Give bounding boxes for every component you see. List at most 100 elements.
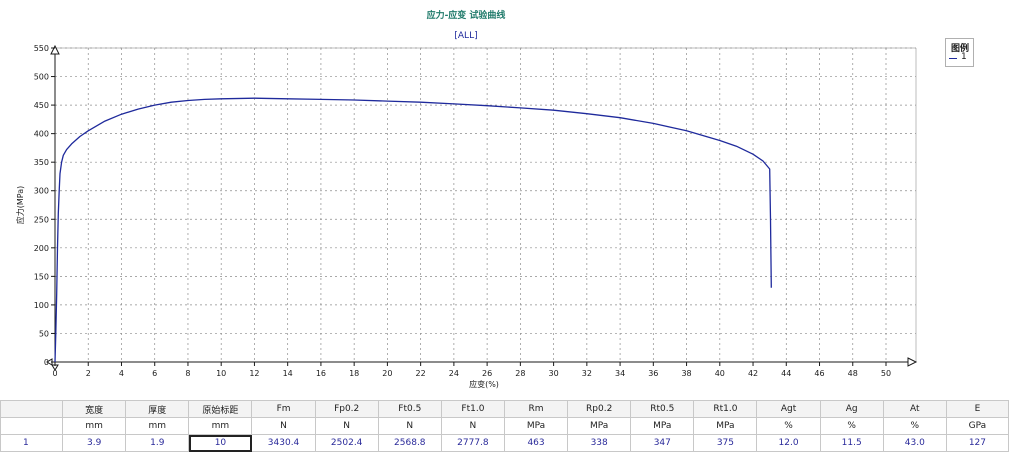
y-tick-label: 350 bbox=[34, 158, 49, 167]
x-tick-label: 50 bbox=[881, 369, 891, 378]
unit-cell: N bbox=[440, 417, 505, 435]
table-header-row: 宽度 厚度 原始标距 Fm Fp0.2 Ft0.5 Ft1.0 Rm Rp0.2 Rt0.5 Rt1… bbox=[0, 400, 1009, 418]
value-cell[interactable]: 11.5 bbox=[819, 434, 884, 452]
x-tick-label: 44 bbox=[781, 369, 791, 378]
x-tick-label: 40 bbox=[715, 369, 725, 378]
legend-title: 图例 bbox=[951, 44, 970, 54]
y-tick-label: 50 bbox=[39, 329, 49, 338]
value-cell[interactable]: 347 bbox=[630, 434, 695, 452]
value-cell[interactable]: 375 bbox=[693, 434, 758, 452]
unit-cell: mm bbox=[125, 417, 190, 435]
column-header[interactable]: 厚度 bbox=[125, 400, 190, 418]
x-tick-label: 32 bbox=[582, 369, 592, 378]
value-cell[interactable]: 1.9 bbox=[125, 434, 190, 452]
value-cell[interactable]: 3.9 bbox=[62, 434, 127, 452]
unit-cell bbox=[0, 417, 64, 435]
unit-cell: N bbox=[251, 417, 316, 435]
y-tick-label: 0 bbox=[44, 358, 49, 367]
value-cell[interactable]: 12.0 bbox=[756, 434, 821, 452]
series-line-1 bbox=[54, 97, 772, 363]
value-cell[interactable]: 3430.4 bbox=[251, 434, 316, 452]
chart-subtitle: [ALL] bbox=[454, 31, 477, 41]
unit-cell: MPa bbox=[630, 417, 695, 435]
results-table: 宽度 厚度 原始标距 Fm Fp0.2 Ft0.5 Ft1.0 Rm Rp0.2 Rt0.5 Rt1… bbox=[0, 400, 1009, 452]
table-row[interactable]: 1 3.9 1.9 10 3430.4 2502.4 2568.8 2777.8 463 338 3… bbox=[0, 434, 1009, 452]
chart-legend: 图例 1 bbox=[945, 38, 974, 67]
column-header[interactable]: Ag bbox=[819, 400, 884, 418]
column-header[interactable]: 宽度 bbox=[62, 400, 127, 418]
x-tick-label: 14 bbox=[283, 369, 293, 378]
y-tick-label: 100 bbox=[34, 301, 49, 310]
x-tick-label: 18 bbox=[349, 369, 359, 378]
x-tick-label: 38 bbox=[681, 369, 691, 378]
y-tick-label: 250 bbox=[34, 215, 49, 224]
table-units-row: mm mm mm N N N N MPa MPa MPa MPa%%% GPa bbox=[0, 417, 1009, 435]
x-tick-label: 24 bbox=[449, 369, 459, 378]
y-tick-label: 450 bbox=[34, 101, 49, 110]
x-axis-label: 应变(%) bbox=[469, 379, 499, 389]
value-cell[interactable]: 43.0 bbox=[882, 434, 947, 452]
y-tick-label: 200 bbox=[34, 244, 49, 253]
column-header[interactable]: Rm bbox=[503, 400, 569, 418]
x-tick-label: 28 bbox=[515, 369, 525, 378]
value-cell[interactable]: 10 bbox=[188, 434, 253, 452]
unit-cell: % bbox=[882, 417, 947, 435]
y-tick-label: 550 bbox=[34, 44, 49, 53]
y-axis-label: 应力(MPa) bbox=[15, 186, 25, 225]
x-axis-arrow bbox=[907, 357, 918, 367]
column-header[interactable]: E bbox=[945, 400, 1009, 418]
unit-cell: MPa bbox=[693, 417, 758, 435]
unit-cell: % bbox=[819, 417, 884, 435]
y-tick-label: 150 bbox=[34, 272, 49, 281]
x-tick-label: 36 bbox=[648, 369, 658, 378]
unit-cell: N bbox=[377, 417, 442, 435]
x-tick-label: 8 bbox=[185, 369, 190, 378]
row-number-cell[interactable]: 1 bbox=[0, 434, 64, 452]
x-tick-label: 12 bbox=[249, 369, 259, 378]
column-header[interactable]: Ft0.5 bbox=[377, 400, 442, 418]
x-tick-label: 34 bbox=[615, 369, 625, 378]
column-header[interactable]: Rp0.2 bbox=[567, 400, 632, 418]
value-cell[interactable]: 2502.4 bbox=[314, 434, 379, 452]
column-header[interactable]: Agt bbox=[756, 400, 821, 418]
value-cell[interactable]: 463 bbox=[503, 434, 569, 452]
x-tick-label: 42 bbox=[748, 369, 758, 378]
y-tick-label: 500 bbox=[34, 73, 49, 82]
unit-cell: mm bbox=[62, 417, 127, 435]
legend-swatch-series-1 bbox=[949, 58, 957, 59]
value-cell[interactable]: 2777.8 bbox=[440, 434, 505, 452]
unit-cell: MPa bbox=[503, 417, 569, 435]
results-table-panel: 宽度 厚度 原始标距 Fm Fp0.2 Ft0.5 Ft1.0 Rm Rp0.2 Rt0.5 Rt1… bbox=[0, 400, 1009, 460]
column-header[interactable]: Fm bbox=[251, 400, 316, 418]
column-header[interactable]: Fp0.2 bbox=[314, 400, 379, 418]
column-header[interactable]: Rt1.0 bbox=[693, 400, 758, 418]
unit-cell: N bbox=[314, 417, 379, 435]
x-tick-label: 2 bbox=[86, 369, 91, 378]
y-tick-label: 400 bbox=[34, 130, 49, 139]
y-tick-label: 300 bbox=[34, 187, 49, 196]
x-tick-label: 48 bbox=[848, 369, 858, 378]
x-tick-label: 6 bbox=[152, 369, 157, 378]
column-header[interactable]: 原始标距 bbox=[188, 400, 253, 418]
x-tick-label: 22 bbox=[416, 369, 426, 378]
unit-cell: GPa bbox=[945, 417, 1009, 435]
stress-strain-chart: 0 2 4 6 8 10 12 14 16 18 20 22 24 26 28 30 32 34 36 38 40 42 4… bbox=[15, 9, 974, 389]
chart-canvas: 0 2 4 6 8 10 12 14 16 18 20 22 24 26 28 30 32 34 36 38 40 42 4… bbox=[15, 9, 918, 389]
legend-label-series-1: 1 bbox=[961, 52, 967, 62]
unit-cell: MPa bbox=[567, 417, 632, 435]
chart-title: 应力-应变 试验曲线 bbox=[427, 9, 506, 21]
column-header[interactable]: Ft1.0 bbox=[440, 400, 505, 418]
unit-cell: % bbox=[756, 417, 821, 435]
x-tick-label: 20 bbox=[382, 369, 392, 378]
value-cell[interactable]: 338 bbox=[567, 434, 632, 452]
x-tick-label: 16 bbox=[316, 369, 326, 378]
column-header[interactable] bbox=[0, 400, 64, 418]
column-header[interactable]: At bbox=[882, 400, 947, 418]
value-cell[interactable]: 127 bbox=[945, 434, 1009, 452]
x-tick-label: 10 bbox=[216, 369, 226, 378]
x-tick-label: 26 bbox=[482, 369, 492, 378]
column-header[interactable]: Rt0.5 bbox=[630, 400, 695, 418]
x-tick-label: 30 bbox=[549, 369, 559, 378]
y-axis-arrow bbox=[50, 44, 60, 55]
value-cell[interactable]: 2568.8 bbox=[377, 434, 442, 452]
